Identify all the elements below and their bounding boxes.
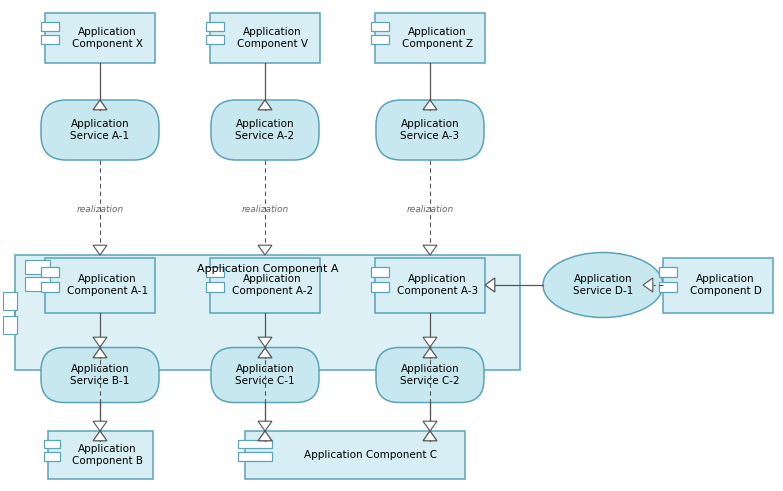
- FancyBboxPatch shape: [41, 22, 59, 31]
- FancyBboxPatch shape: [207, 35, 224, 44]
- Text: Application
Component A-1: Application Component A-1: [67, 274, 148, 296]
- Polygon shape: [423, 100, 437, 110]
- FancyBboxPatch shape: [41, 100, 159, 160]
- FancyBboxPatch shape: [207, 282, 224, 292]
- FancyBboxPatch shape: [210, 257, 320, 312]
- FancyBboxPatch shape: [3, 316, 17, 333]
- Ellipse shape: [543, 252, 663, 318]
- Text: Application
Service B-1: Application Service B-1: [70, 364, 130, 386]
- Polygon shape: [258, 431, 272, 441]
- FancyBboxPatch shape: [371, 268, 388, 277]
- Text: realization: realization: [406, 206, 453, 215]
- FancyBboxPatch shape: [41, 35, 59, 44]
- Polygon shape: [423, 431, 437, 441]
- Text: Application
Service A-3: Application Service A-3: [400, 119, 460, 141]
- Polygon shape: [423, 245, 437, 255]
- Text: Application Component C: Application Component C: [304, 450, 437, 460]
- FancyBboxPatch shape: [15, 255, 520, 370]
- FancyBboxPatch shape: [44, 452, 60, 461]
- FancyBboxPatch shape: [45, 13, 155, 63]
- FancyBboxPatch shape: [238, 452, 272, 461]
- Text: Application
Component A-3: Application Component A-3: [397, 274, 478, 296]
- Text: realization: realization: [241, 206, 289, 215]
- FancyBboxPatch shape: [207, 268, 224, 277]
- Polygon shape: [485, 278, 495, 292]
- Polygon shape: [643, 278, 653, 292]
- FancyBboxPatch shape: [44, 439, 60, 448]
- FancyBboxPatch shape: [210, 13, 320, 63]
- Text: Application
Service D-1: Application Service D-1: [573, 274, 633, 296]
- FancyBboxPatch shape: [663, 257, 773, 312]
- Polygon shape: [93, 245, 107, 255]
- Polygon shape: [93, 337, 107, 347]
- FancyBboxPatch shape: [48, 431, 153, 479]
- FancyBboxPatch shape: [41, 268, 59, 277]
- Polygon shape: [258, 348, 272, 358]
- FancyBboxPatch shape: [375, 257, 485, 312]
- FancyBboxPatch shape: [376, 348, 484, 403]
- FancyBboxPatch shape: [371, 22, 388, 31]
- Polygon shape: [258, 100, 272, 110]
- Text: realization: realization: [77, 206, 124, 215]
- Text: Application
Component B: Application Component B: [72, 444, 143, 466]
- Text: Application
Component Z: Application Component Z: [402, 27, 473, 49]
- FancyBboxPatch shape: [371, 35, 388, 44]
- FancyBboxPatch shape: [41, 282, 59, 292]
- FancyBboxPatch shape: [376, 100, 484, 160]
- FancyBboxPatch shape: [245, 431, 465, 479]
- FancyBboxPatch shape: [371, 282, 388, 292]
- FancyBboxPatch shape: [207, 22, 224, 31]
- Text: Application
Service A-2: Application Service A-2: [236, 119, 294, 141]
- Polygon shape: [423, 337, 437, 347]
- FancyBboxPatch shape: [45, 257, 155, 312]
- Text: Application
Component A-2: Application Component A-2: [232, 274, 313, 296]
- Polygon shape: [423, 421, 437, 431]
- FancyBboxPatch shape: [3, 292, 17, 309]
- FancyBboxPatch shape: [211, 100, 319, 160]
- FancyBboxPatch shape: [659, 268, 677, 277]
- FancyBboxPatch shape: [25, 260, 50, 274]
- Polygon shape: [93, 348, 107, 358]
- FancyBboxPatch shape: [41, 348, 159, 403]
- Text: Application
Component X: Application Component X: [72, 27, 143, 49]
- Text: Application
Service A-1: Application Service A-1: [70, 119, 129, 141]
- Text: Application Component A: Application Component A: [197, 264, 338, 274]
- Polygon shape: [93, 421, 107, 431]
- FancyBboxPatch shape: [211, 348, 319, 403]
- FancyBboxPatch shape: [25, 277, 50, 291]
- Polygon shape: [93, 100, 107, 110]
- Text: Application
Service C-2: Application Service C-2: [400, 364, 460, 386]
- Polygon shape: [258, 337, 272, 347]
- Text: Application
Component D: Application Component D: [690, 274, 762, 296]
- FancyBboxPatch shape: [659, 282, 677, 292]
- Polygon shape: [258, 421, 272, 431]
- Text: Application
Component V: Application Component V: [237, 27, 309, 49]
- Text: Application
Service C-1: Application Service C-1: [235, 364, 295, 386]
- FancyBboxPatch shape: [375, 13, 485, 63]
- Polygon shape: [423, 348, 437, 358]
- Polygon shape: [258, 245, 272, 255]
- Polygon shape: [93, 431, 107, 441]
- FancyBboxPatch shape: [238, 439, 272, 448]
